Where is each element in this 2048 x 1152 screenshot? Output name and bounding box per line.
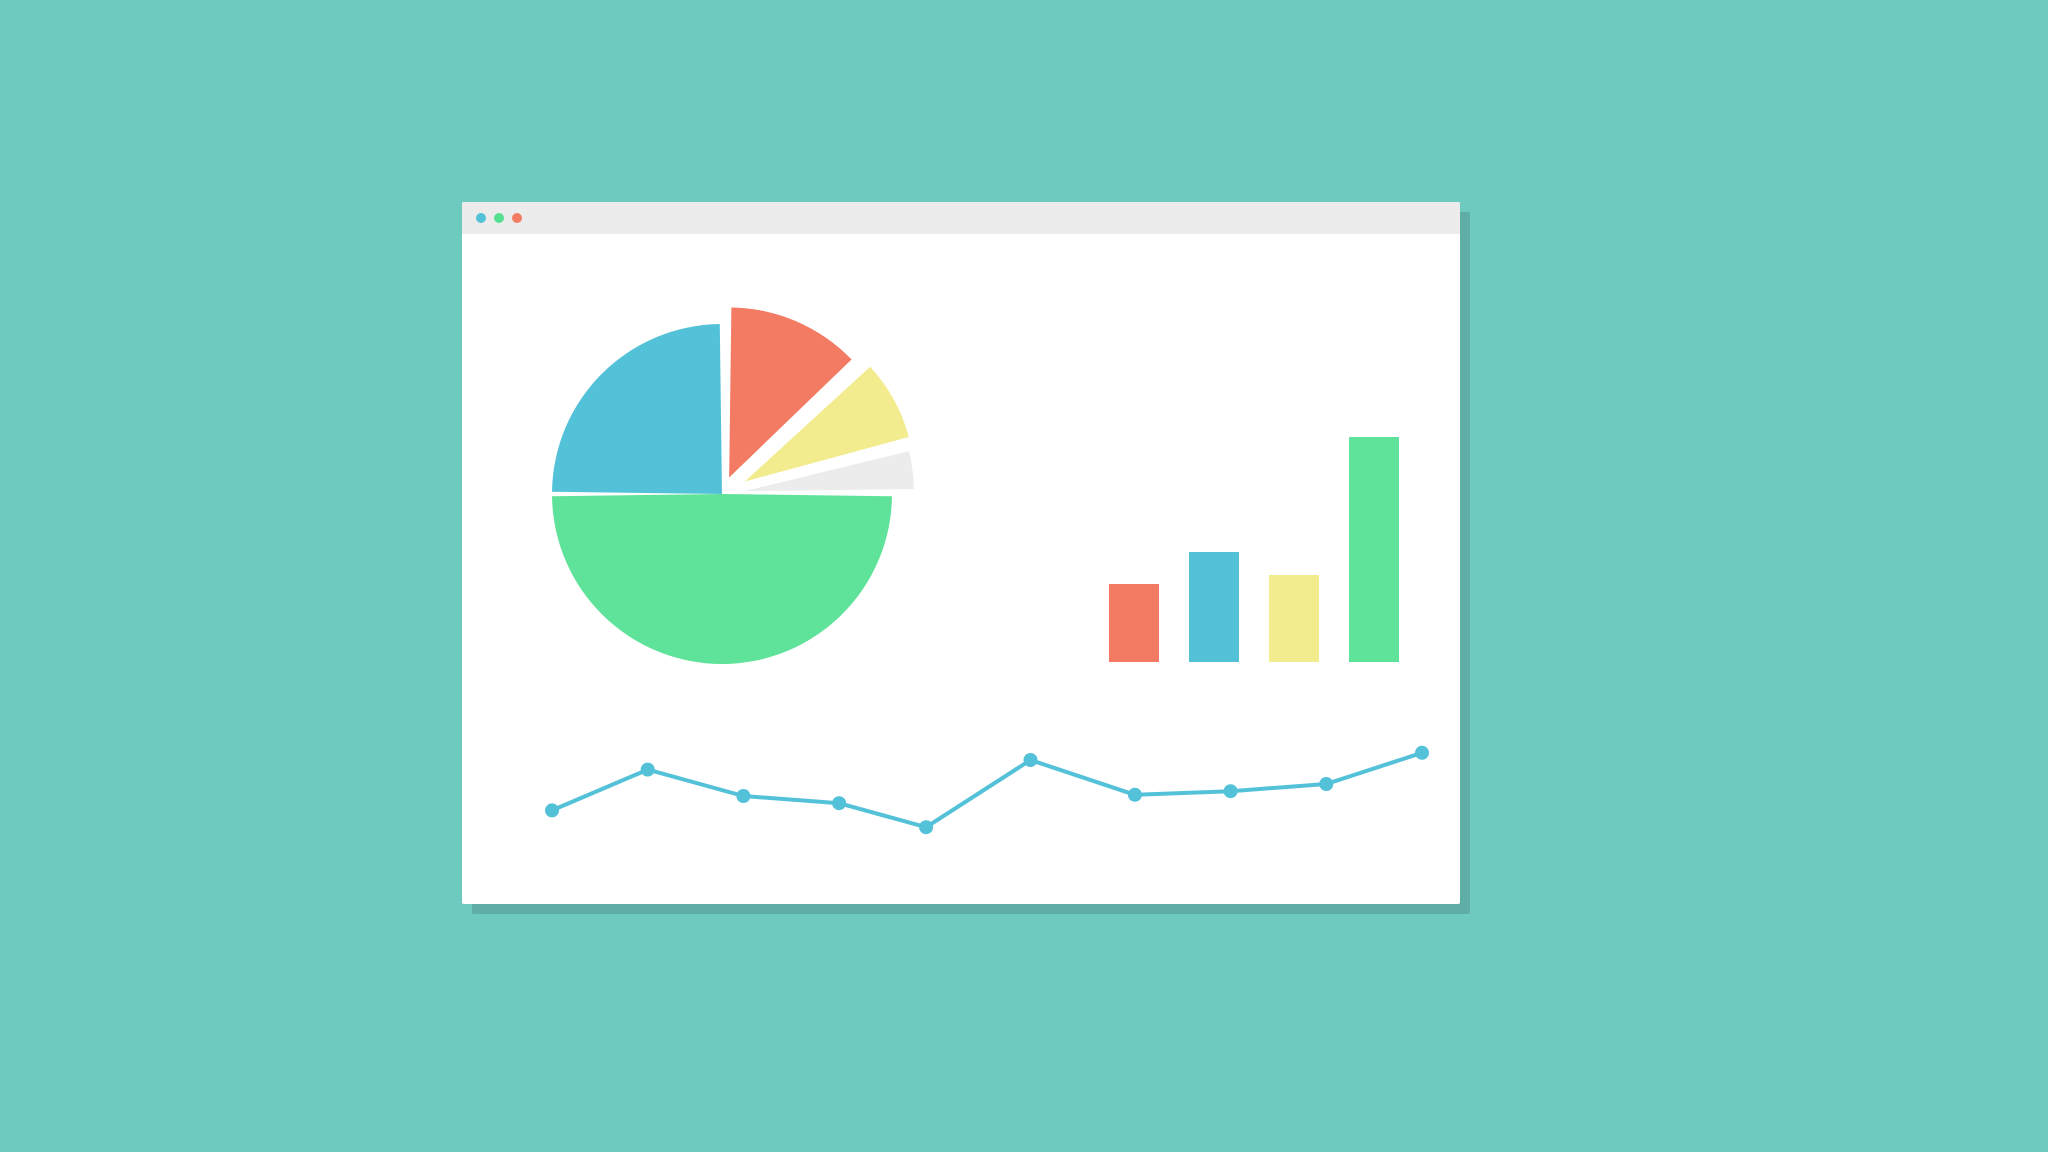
line-chart: [552, 724, 1422, 844]
line-point-7: [1224, 784, 1238, 798]
line-path: [552, 753, 1422, 827]
bar-D: [1349, 437, 1399, 662]
line-point-1: [641, 763, 655, 777]
line-point-6: [1128, 788, 1142, 802]
window-titlebar: [462, 202, 1460, 234]
pie-chart: [522, 294, 922, 694]
line-point-5: [1024, 753, 1038, 767]
line-point-4: [919, 820, 933, 834]
window-content: [462, 234, 1460, 904]
line-point-9: [1415, 746, 1429, 760]
line-point-3: [832, 796, 846, 810]
pie-slice-blue: [552, 324, 722, 494]
line-point-8: [1319, 777, 1333, 791]
line-point-0: [545, 803, 559, 817]
bar-B: [1189, 552, 1239, 662]
stage: [256, 144, 1792, 1008]
traffic-light-minimize-icon[interactable]: [494, 213, 504, 223]
traffic-light-zoom-icon[interactable]: [512, 213, 522, 223]
bar-C: [1269, 575, 1319, 662]
browser-window: [462, 202, 1460, 904]
line-point-2: [736, 789, 750, 803]
pie-slice-green: [552, 494, 892, 664]
bar-chart: [1109, 432, 1399, 662]
bar-A: [1109, 584, 1159, 662]
traffic-light-close-icon[interactable]: [476, 213, 486, 223]
